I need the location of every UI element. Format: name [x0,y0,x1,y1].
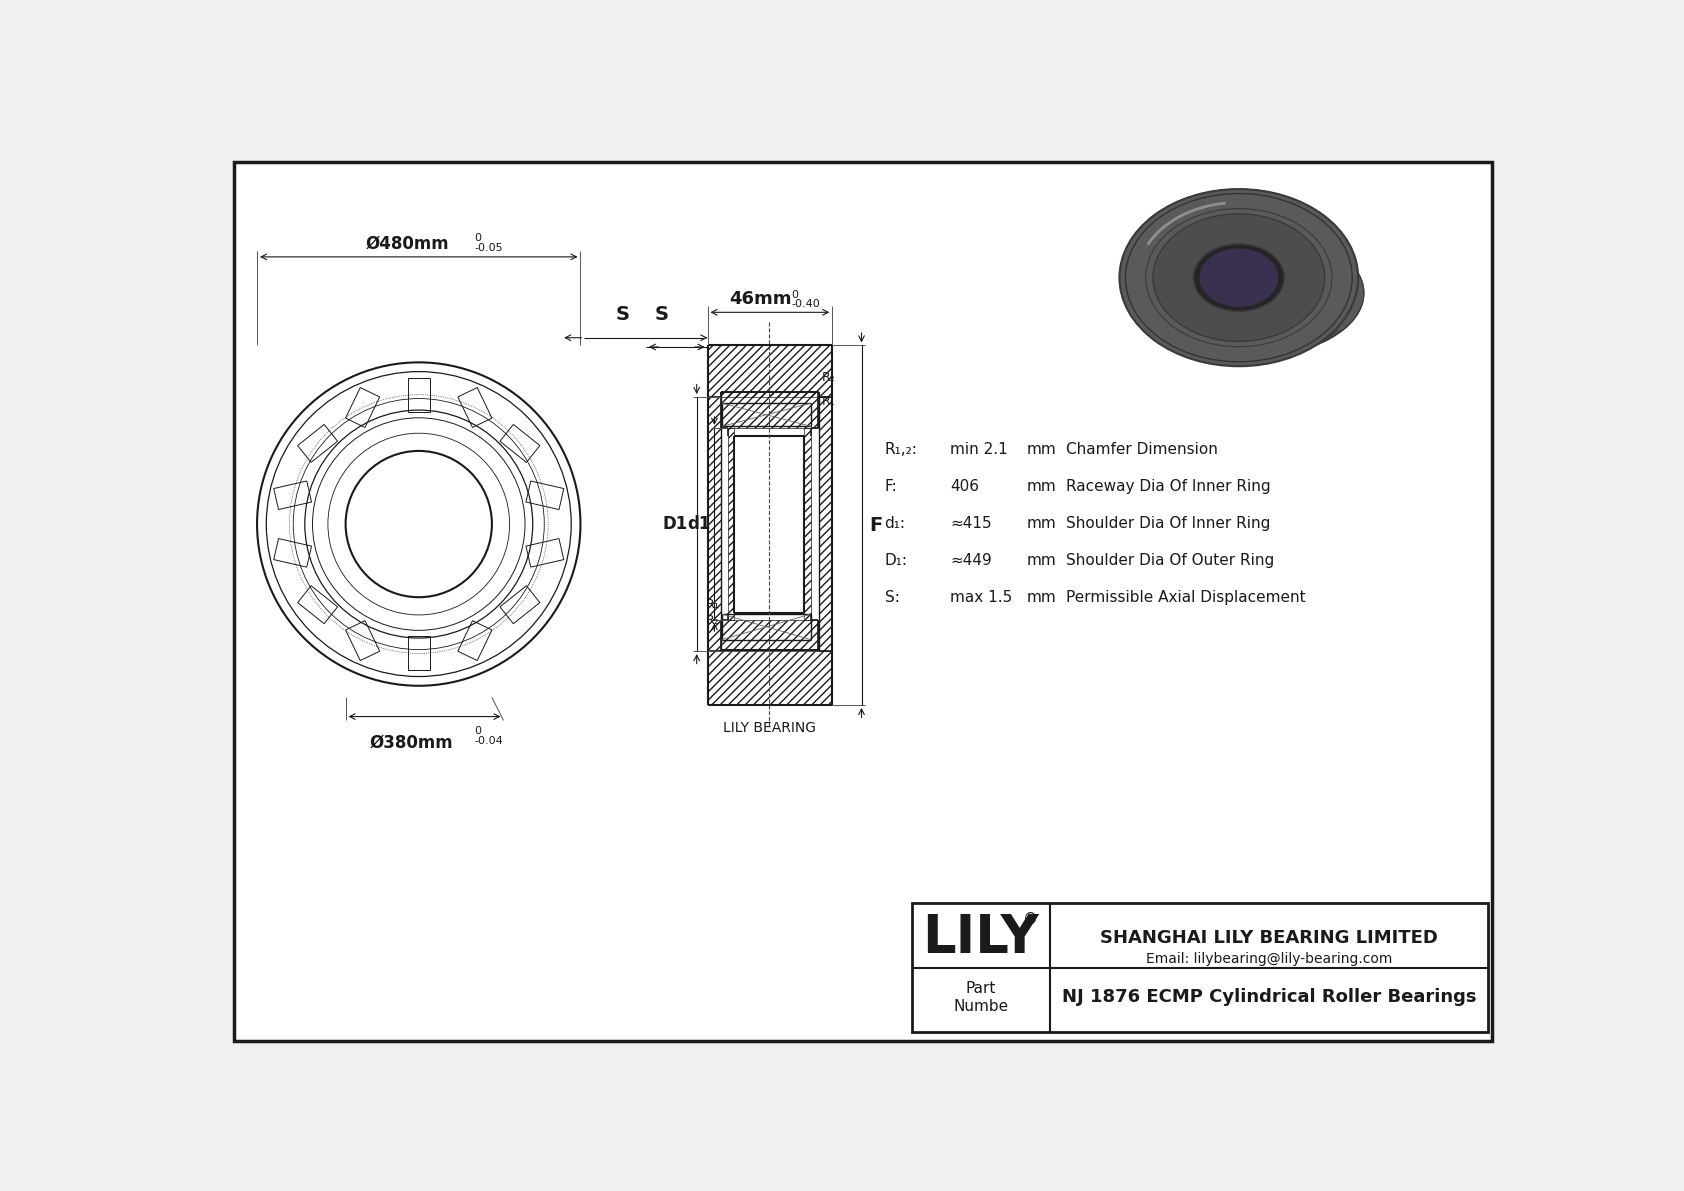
Ellipse shape [1154,214,1325,342]
Text: d1: d1 [687,515,711,534]
Text: Email: lilybearing@lily-bearing.com: Email: lilybearing@lily-bearing.com [1147,952,1393,966]
Text: 46mm: 46mm [729,289,791,307]
Text: S:: S: [884,590,899,605]
Text: F:: F: [884,479,898,494]
Text: Part
Numbe: Part Numbe [953,981,1009,1014]
Text: SHANGHAI LILY BEARING LIMITED: SHANGHAI LILY BEARING LIMITED [1100,929,1438,947]
Text: Ø380mm: Ø380mm [369,734,453,752]
Text: D₁:: D₁: [884,553,908,568]
Bar [727,428,734,621]
Text: d₁:: d₁: [884,516,906,531]
Bar [721,621,818,650]
Text: S: S [655,305,669,324]
Text: Chamfer Dimension: Chamfer Dimension [1066,442,1218,457]
Ellipse shape [1120,189,1359,366]
Ellipse shape [1137,230,1364,357]
Ellipse shape [1194,244,1285,311]
Bar [707,397,721,651]
Text: -0.05: -0.05 [475,243,504,252]
Text: Shoulder Dia Of Outer Ring: Shoulder Dia Of Outer Ring [1066,553,1273,568]
Text: D1: D1 [662,515,687,534]
Text: R₂: R₂ [706,613,719,626]
Text: -0.40: -0.40 [791,299,820,310]
Text: ≈449: ≈449 [950,553,992,568]
Bar [721,392,818,428]
Bar [911,903,1489,1033]
Text: R₁: R₁ [822,394,835,407]
Text: R₁,₂:: R₁,₂: [884,442,918,457]
Text: ®: ® [1024,912,1039,928]
Text: ≈415: ≈415 [950,516,992,531]
Text: NJ 1876 ECMP Cylindrical Roller Bearings: NJ 1876 ECMP Cylindrical Roller Bearings [1063,989,1477,1006]
Text: Ø480mm: Ø480mm [365,235,450,252]
Text: max 1.5: max 1.5 [950,590,1012,605]
Text: min 2.1: min 2.1 [950,442,1007,457]
Text: mm: mm [1027,516,1058,531]
Text: mm: mm [1027,479,1058,494]
Bar [803,428,812,621]
Bar [707,651,832,705]
Text: mm: mm [1027,442,1058,457]
Text: 0: 0 [475,725,482,736]
Ellipse shape [1199,249,1278,307]
Text: S: S [616,305,630,324]
Text: F: F [869,516,882,535]
Bar [707,345,832,397]
Text: 0: 0 [791,289,798,300]
Text: LILY: LILY [923,912,1039,964]
PathPatch shape [1120,189,1364,331]
Text: mm: mm [1027,590,1058,605]
Text: Permissible Axial Displacement: Permissible Axial Displacement [1066,590,1305,605]
Text: 0: 0 [475,233,482,243]
Text: R₂: R₂ [822,370,835,384]
Text: -0.04: -0.04 [475,736,504,746]
Text: 406: 406 [950,479,978,494]
Bar [818,397,832,651]
Text: mm: mm [1027,553,1058,568]
Text: Shoulder Dia Of Inner Ring: Shoulder Dia Of Inner Ring [1066,516,1270,531]
Text: Raceway Dia Of Inner Ring: Raceway Dia Of Inner Ring [1066,479,1270,494]
Text: LILY BEARING: LILY BEARING [724,721,817,735]
Text: R₁: R₁ [706,598,719,611]
